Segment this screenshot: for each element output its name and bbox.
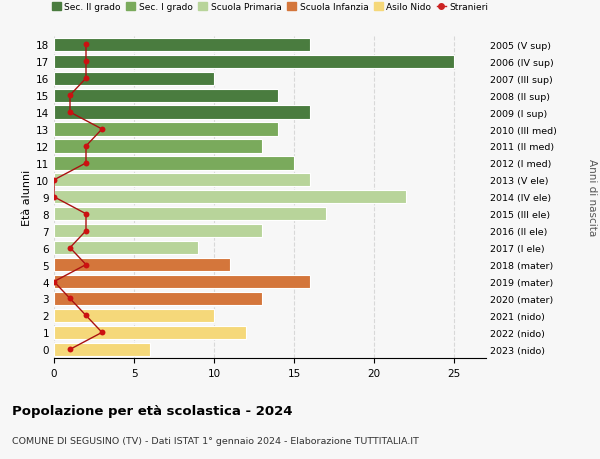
Bar [54, 343, 150, 356]
Bar [54, 90, 278, 102]
Point [81, 41, 91, 49]
Bar [54, 326, 246, 339]
Bar [54, 157, 294, 170]
Bar [54, 292, 262, 305]
Bar [54, 207, 326, 221]
Point [81, 160, 91, 167]
Text: COMUNE DI SEGUSINO (TV) - Dati ISTAT 1° gennaio 2024 - Elaborazione TUTTITALIA.I: COMUNE DI SEGUSINO (TV) - Dati ISTAT 1° … [12, 436, 419, 445]
Point [81, 211, 91, 218]
Bar [54, 140, 262, 153]
Point [97, 329, 107, 336]
Point [81, 261, 91, 269]
Point [65, 245, 75, 252]
Bar [54, 275, 310, 289]
Point [81, 143, 91, 150]
Point [97, 126, 107, 134]
Text: Anni di nascita: Anni di nascita [587, 159, 597, 236]
Bar [54, 106, 310, 119]
Y-axis label: Età alunni: Età alunni [22, 169, 32, 225]
Point [81, 75, 91, 83]
Bar [54, 174, 310, 187]
Bar [54, 191, 406, 204]
Text: Popolazione per età scolastica - 2024: Popolazione per età scolastica - 2024 [12, 404, 293, 417]
Bar [54, 224, 262, 238]
Bar [54, 241, 198, 255]
Point [49, 177, 59, 184]
Bar [54, 39, 310, 52]
Point [81, 58, 91, 66]
Point [65, 92, 75, 100]
Bar [54, 73, 214, 85]
Point [65, 109, 75, 117]
Point [49, 278, 59, 285]
Legend: Sec. II grado, Sec. I grado, Scuola Primaria, Scuola Infanzia, Asilo Nido, Stran: Sec. II grado, Sec. I grado, Scuola Prim… [48, 0, 492, 16]
Bar [54, 56, 454, 69]
Point [81, 228, 91, 235]
Point [81, 312, 91, 319]
Point [65, 295, 75, 302]
Bar [54, 123, 278, 136]
Bar [54, 258, 230, 272]
Bar [54, 309, 214, 322]
Point [65, 346, 75, 353]
Point [49, 194, 59, 201]
